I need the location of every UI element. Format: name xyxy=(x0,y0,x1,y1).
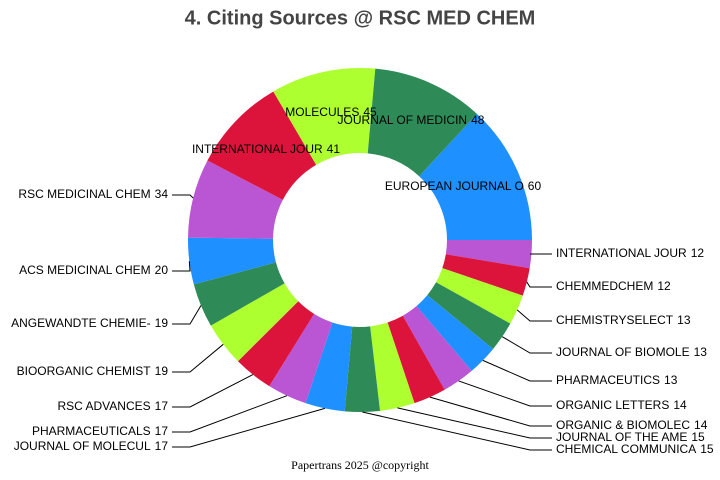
slice-label: ACS MEDICINAL CHEM 20 xyxy=(19,263,168,277)
slice-label-value: 17 xyxy=(155,439,169,453)
slice-label-name: JOURNAL OF THE AME xyxy=(556,430,687,444)
slice-label: INTERNATIONAL JOUR 41 xyxy=(192,142,340,156)
slice xyxy=(436,268,523,324)
slice-label-value: 12 xyxy=(657,279,671,293)
slice-label-value: 19 xyxy=(155,316,169,330)
slice-label-value: 13 xyxy=(664,373,678,387)
slice-label-value: 17 xyxy=(155,424,169,438)
slice xyxy=(367,68,477,177)
slice-label-name: BIOORGANIC CHEMIST xyxy=(17,364,152,378)
slice-label: ORGANIC & BIOMOLEC 14 xyxy=(556,418,708,432)
slice-label-value: 41 xyxy=(327,142,341,156)
slice-label-name: MOLECULES xyxy=(285,105,359,119)
slice xyxy=(344,326,381,412)
slice-label: RSC ADVANCES 17 xyxy=(58,399,169,413)
slice-label-value: 34 xyxy=(155,187,169,201)
chart-title: 4. Citing Sources @ RSC MED CHEM xyxy=(185,7,536,29)
slice-label: BIOORGANIC CHEMIST 19 xyxy=(17,364,169,378)
slice-label: CHEMMEDCHEM 12 xyxy=(556,279,671,293)
slice-label: PHARMACEUTICS 13 xyxy=(556,373,678,387)
slice xyxy=(305,322,353,412)
slice-label-value: 17 xyxy=(155,399,169,413)
slice-label-value: 48 xyxy=(471,113,485,127)
slice-label-value: 15 xyxy=(691,430,705,444)
slice-label: JOURNAL OF BIOMOLE 13 xyxy=(556,345,707,359)
slice-label-value: 45 xyxy=(363,105,377,119)
slice-label-name: PHARMACEUTICALS xyxy=(32,424,151,438)
slice-label: CHEMISTRYSELECT 13 xyxy=(556,313,691,327)
leader-line xyxy=(172,305,202,325)
slice xyxy=(416,295,494,371)
slice xyxy=(210,283,299,362)
leader-line xyxy=(429,396,552,427)
slice xyxy=(445,240,532,269)
slice-label-name: JOURNAL OF BIOMOLE xyxy=(556,345,690,359)
slice-label-name: CHEMICAL COMMUNICA xyxy=(556,442,696,456)
slice-label: CHEMICAL COMMUNICA 15 xyxy=(556,442,714,456)
leader-line xyxy=(502,336,552,354)
leader-line xyxy=(172,407,325,448)
slice-label-name: ORGANIC LETTERS xyxy=(556,398,669,412)
slice xyxy=(273,67,376,165)
slice xyxy=(188,237,276,285)
slice-label: ANGEWANDTE CHEMIE- 19 xyxy=(11,316,168,330)
slice-label-name: RSC MEDICINAL CHEM xyxy=(18,187,150,201)
leader-line xyxy=(172,343,224,373)
slice-label: INTERNATIONAL JOUR 12 xyxy=(556,246,704,260)
slice-label: EUROPEAN JOURNAL O 60 xyxy=(385,179,542,193)
slice-label-name: INTERNATIONAL JOUR xyxy=(556,246,687,260)
leader-line xyxy=(516,309,552,322)
leader-line xyxy=(362,411,552,451)
slice-label: JOURNAL OF THE AME 15 xyxy=(556,430,705,444)
slice-label-value: 15 xyxy=(700,442,714,456)
slice-label: RSC MEDICINAL CHEM 34 xyxy=(18,187,168,201)
slice-label: ORGANIC LETTERS 14 xyxy=(556,398,687,412)
slice-label-name: ACS MEDICINAL CHEM xyxy=(19,263,151,277)
slice xyxy=(370,322,415,411)
leader-line xyxy=(172,194,194,199)
slice xyxy=(427,282,511,349)
slice xyxy=(387,315,445,404)
leader-line xyxy=(397,407,552,439)
slice-label-name: INTERNATIONAL JOUR xyxy=(192,142,323,156)
slice-label-value: 13 xyxy=(694,345,708,359)
slice-label-name: EUROPEAN JOURNAL O xyxy=(385,179,524,193)
leader-line xyxy=(482,359,552,382)
footer: Papertrans 2025 @copyright xyxy=(291,458,429,472)
slice xyxy=(193,262,285,326)
slice-label-name: RSC ADVANCES xyxy=(58,399,151,413)
slice-label: PHARMACEUTICALS 17 xyxy=(32,424,168,438)
slice-label-name: PHARMACEUTICS xyxy=(556,373,660,387)
slice xyxy=(419,113,532,240)
leader-line xyxy=(458,380,552,407)
slice xyxy=(188,160,283,239)
slice-label: JOURNAL OF MEDICIN 48 xyxy=(338,113,485,127)
slice xyxy=(402,306,472,390)
slice-label-name: ANGEWANDTE CHEMIE- xyxy=(11,316,151,330)
slice xyxy=(442,254,530,296)
slice-label: JOURNAL OF MOLECUL 17 xyxy=(14,439,169,453)
slice-label-value: 13 xyxy=(677,313,691,327)
slice-label-name: CHEMMEDCHEM xyxy=(556,279,653,293)
slice-label-value: 12 xyxy=(691,246,705,260)
slice-label-value: 60 xyxy=(528,179,542,193)
slice-label: MOLECULES 45 xyxy=(285,105,377,119)
slice-label-name: CHEMISTRYSELECT xyxy=(556,313,674,327)
slice-label-value: 14 xyxy=(673,398,687,412)
slice xyxy=(207,91,317,200)
slice-label-name: JOURNAL OF MEDICIN xyxy=(338,113,468,127)
slice xyxy=(269,313,333,404)
slice xyxy=(237,301,315,387)
slice-label-name: ORGANIC & BIOMOLEC xyxy=(556,418,690,432)
leader-line xyxy=(172,261,191,272)
leader-line xyxy=(172,395,288,433)
slice-label-value: 20 xyxy=(155,263,169,277)
leader-line xyxy=(172,374,254,408)
slice-label-name: JOURNAL OF MOLECUL xyxy=(14,439,151,453)
slice-label-value: 19 xyxy=(155,364,169,378)
leader-line xyxy=(526,281,552,288)
slice-label-value: 14 xyxy=(694,418,708,432)
